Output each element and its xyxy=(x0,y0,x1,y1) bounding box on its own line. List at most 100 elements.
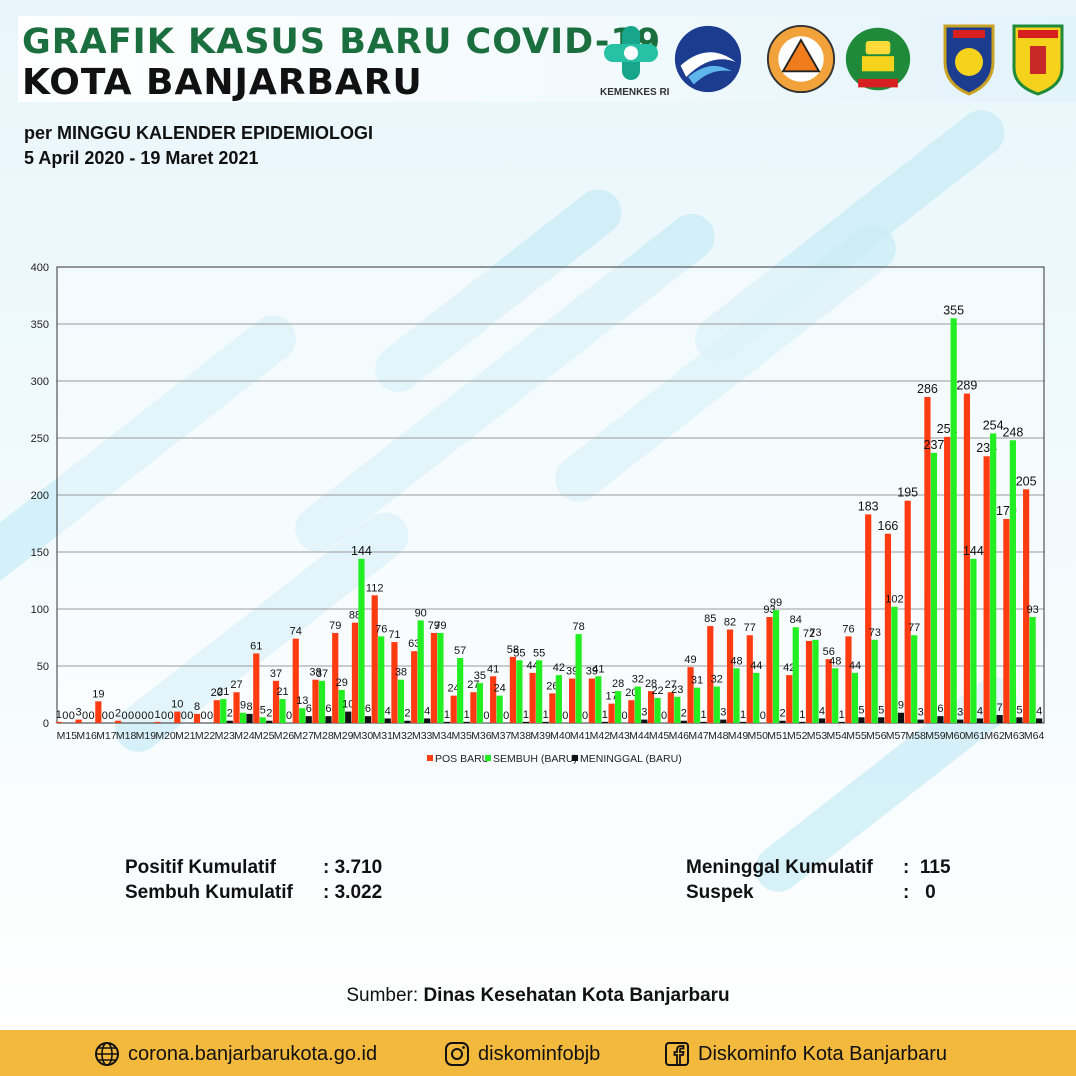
bar-meninggal xyxy=(720,719,727,723)
bar-pos-baru xyxy=(490,676,497,723)
data-label: 93 xyxy=(1027,604,1039,616)
bar-sembuh xyxy=(871,639,878,723)
bar-pos-baru xyxy=(411,651,418,723)
bar-sembuh xyxy=(674,696,681,723)
bar-sembuh xyxy=(496,695,503,723)
legend-swatch xyxy=(485,755,491,761)
data-label: 41 xyxy=(592,663,604,675)
title-line1: GRAFIK KASUS BARU COVID-19 xyxy=(22,22,662,62)
data-label: 1 xyxy=(839,709,845,721)
x-tick-label: M19 xyxy=(136,730,157,742)
data-label: 1 xyxy=(464,709,470,721)
bar-pos-baru xyxy=(292,638,299,723)
data-label: 90 xyxy=(415,607,427,619)
data-label: 355 xyxy=(943,303,964,317)
data-label: 0 xyxy=(760,710,766,722)
footer-website[interactable]: corona.banjarbarukota.go.id xyxy=(94,1041,377,1067)
bar-sembuh xyxy=(338,689,345,723)
bar-meninggal xyxy=(325,716,332,723)
data-label: 289 xyxy=(956,379,977,393)
bar-pos-baru xyxy=(647,691,655,723)
data-label: 44 xyxy=(750,660,762,672)
bar-sembuh xyxy=(595,676,602,723)
data-label: 31 xyxy=(691,675,703,687)
instagram-icon xyxy=(445,1042,469,1066)
facebook-icon xyxy=(665,1042,689,1066)
data-label: 76 xyxy=(375,623,387,635)
source-line: Sumber: Dinas Kesehatan Kota Banjarbaru xyxy=(0,985,1076,1007)
bar-pos-baru xyxy=(529,672,536,723)
footer-instagram[interactable]: diskominfobjb xyxy=(444,1041,600,1067)
x-tick-label: M43 xyxy=(609,730,630,742)
bar-pos-baru xyxy=(865,514,872,723)
bar-pos-baru xyxy=(904,500,911,723)
footer-facebook[interactable]: Diskominfo Kota Banjarbaru xyxy=(664,1041,947,1067)
data-label: 9 xyxy=(898,700,904,712)
data-label: 6 xyxy=(937,703,943,715)
bar-pos-baru xyxy=(213,700,220,723)
bar-meninggal xyxy=(858,717,865,723)
data-label: 55 xyxy=(513,647,525,659)
data-label: 21 xyxy=(276,686,288,698)
legend-entry: POS BARU xyxy=(435,753,489,765)
data-label: 0 xyxy=(200,710,206,722)
bar-pos-baru xyxy=(805,640,813,723)
data-label: 71 xyxy=(388,629,400,641)
bar-sembuh xyxy=(832,668,839,723)
data-label: 237 xyxy=(924,438,945,452)
data-label: 144 xyxy=(351,544,372,558)
x-tick-label: M48 xyxy=(708,730,729,742)
data-label: 144 xyxy=(963,544,984,558)
bar-pos-baru xyxy=(983,456,990,723)
bar-pos-baru xyxy=(114,720,122,723)
y-tick-label: 100 xyxy=(31,604,49,616)
y-tick-label: 400 xyxy=(31,262,49,274)
bar-sembuh xyxy=(772,610,780,723)
bar-pos-baru xyxy=(924,396,931,723)
x-tick-label: M52 xyxy=(787,730,808,742)
bar-pos-baru xyxy=(391,642,398,723)
bar-pos-baru xyxy=(1003,518,1010,723)
bar-pos-baru xyxy=(786,675,793,723)
y-tick-label: 200 xyxy=(31,490,49,502)
stat-meninggal-label: Meninggal Kumulatif xyxy=(686,857,873,878)
stat-sembuh-value: : 3.022 xyxy=(323,882,383,903)
data-label: 8 xyxy=(246,701,252,713)
data-label: 19 xyxy=(92,688,104,700)
bar-meninggal xyxy=(818,718,826,723)
data-label: 0 xyxy=(562,710,568,722)
x-tick-label: M63 xyxy=(1004,730,1025,742)
bar-sembuh xyxy=(437,632,444,723)
x-tick-label: M39 xyxy=(530,730,551,742)
bar-pos-baru xyxy=(233,692,240,723)
bar-pos-baru xyxy=(193,713,201,723)
bar-meninggal xyxy=(246,713,253,723)
data-label: 23 xyxy=(671,684,683,696)
data-label: 42 xyxy=(783,662,795,674)
data-label: 58 xyxy=(507,644,519,656)
x-tick-label: M61 xyxy=(965,730,986,742)
data-label: 61 xyxy=(250,640,262,652)
x-tick-label: M45 xyxy=(649,730,670,742)
bar-meninggal xyxy=(1036,718,1043,723)
data-label: 39 xyxy=(586,666,598,678)
x-tick-label: M46 xyxy=(669,730,690,742)
bar-pos-baru xyxy=(470,692,477,723)
data-label: 24 xyxy=(494,683,506,695)
data-label: 1 xyxy=(523,709,529,721)
data-label: 79 xyxy=(329,620,341,632)
x-tick-label: M59 xyxy=(925,730,946,742)
kominfo-logo-icon xyxy=(674,25,742,93)
x-tick-label: M51 xyxy=(767,730,788,742)
x-tick-label: M20 xyxy=(155,730,176,742)
bar-sembuh xyxy=(950,318,957,723)
data-label: 0 xyxy=(582,710,588,722)
data-label: 29 xyxy=(336,677,348,689)
data-label: 166 xyxy=(878,519,899,533)
legend-swatch xyxy=(427,755,433,761)
stat-positif-label: Positif Kumulatif xyxy=(125,857,276,878)
bar-pos-baru xyxy=(608,703,615,723)
y-tick-label: 300 xyxy=(31,376,49,388)
bar-sembuh xyxy=(990,433,997,723)
data-label: 13 xyxy=(296,695,308,707)
